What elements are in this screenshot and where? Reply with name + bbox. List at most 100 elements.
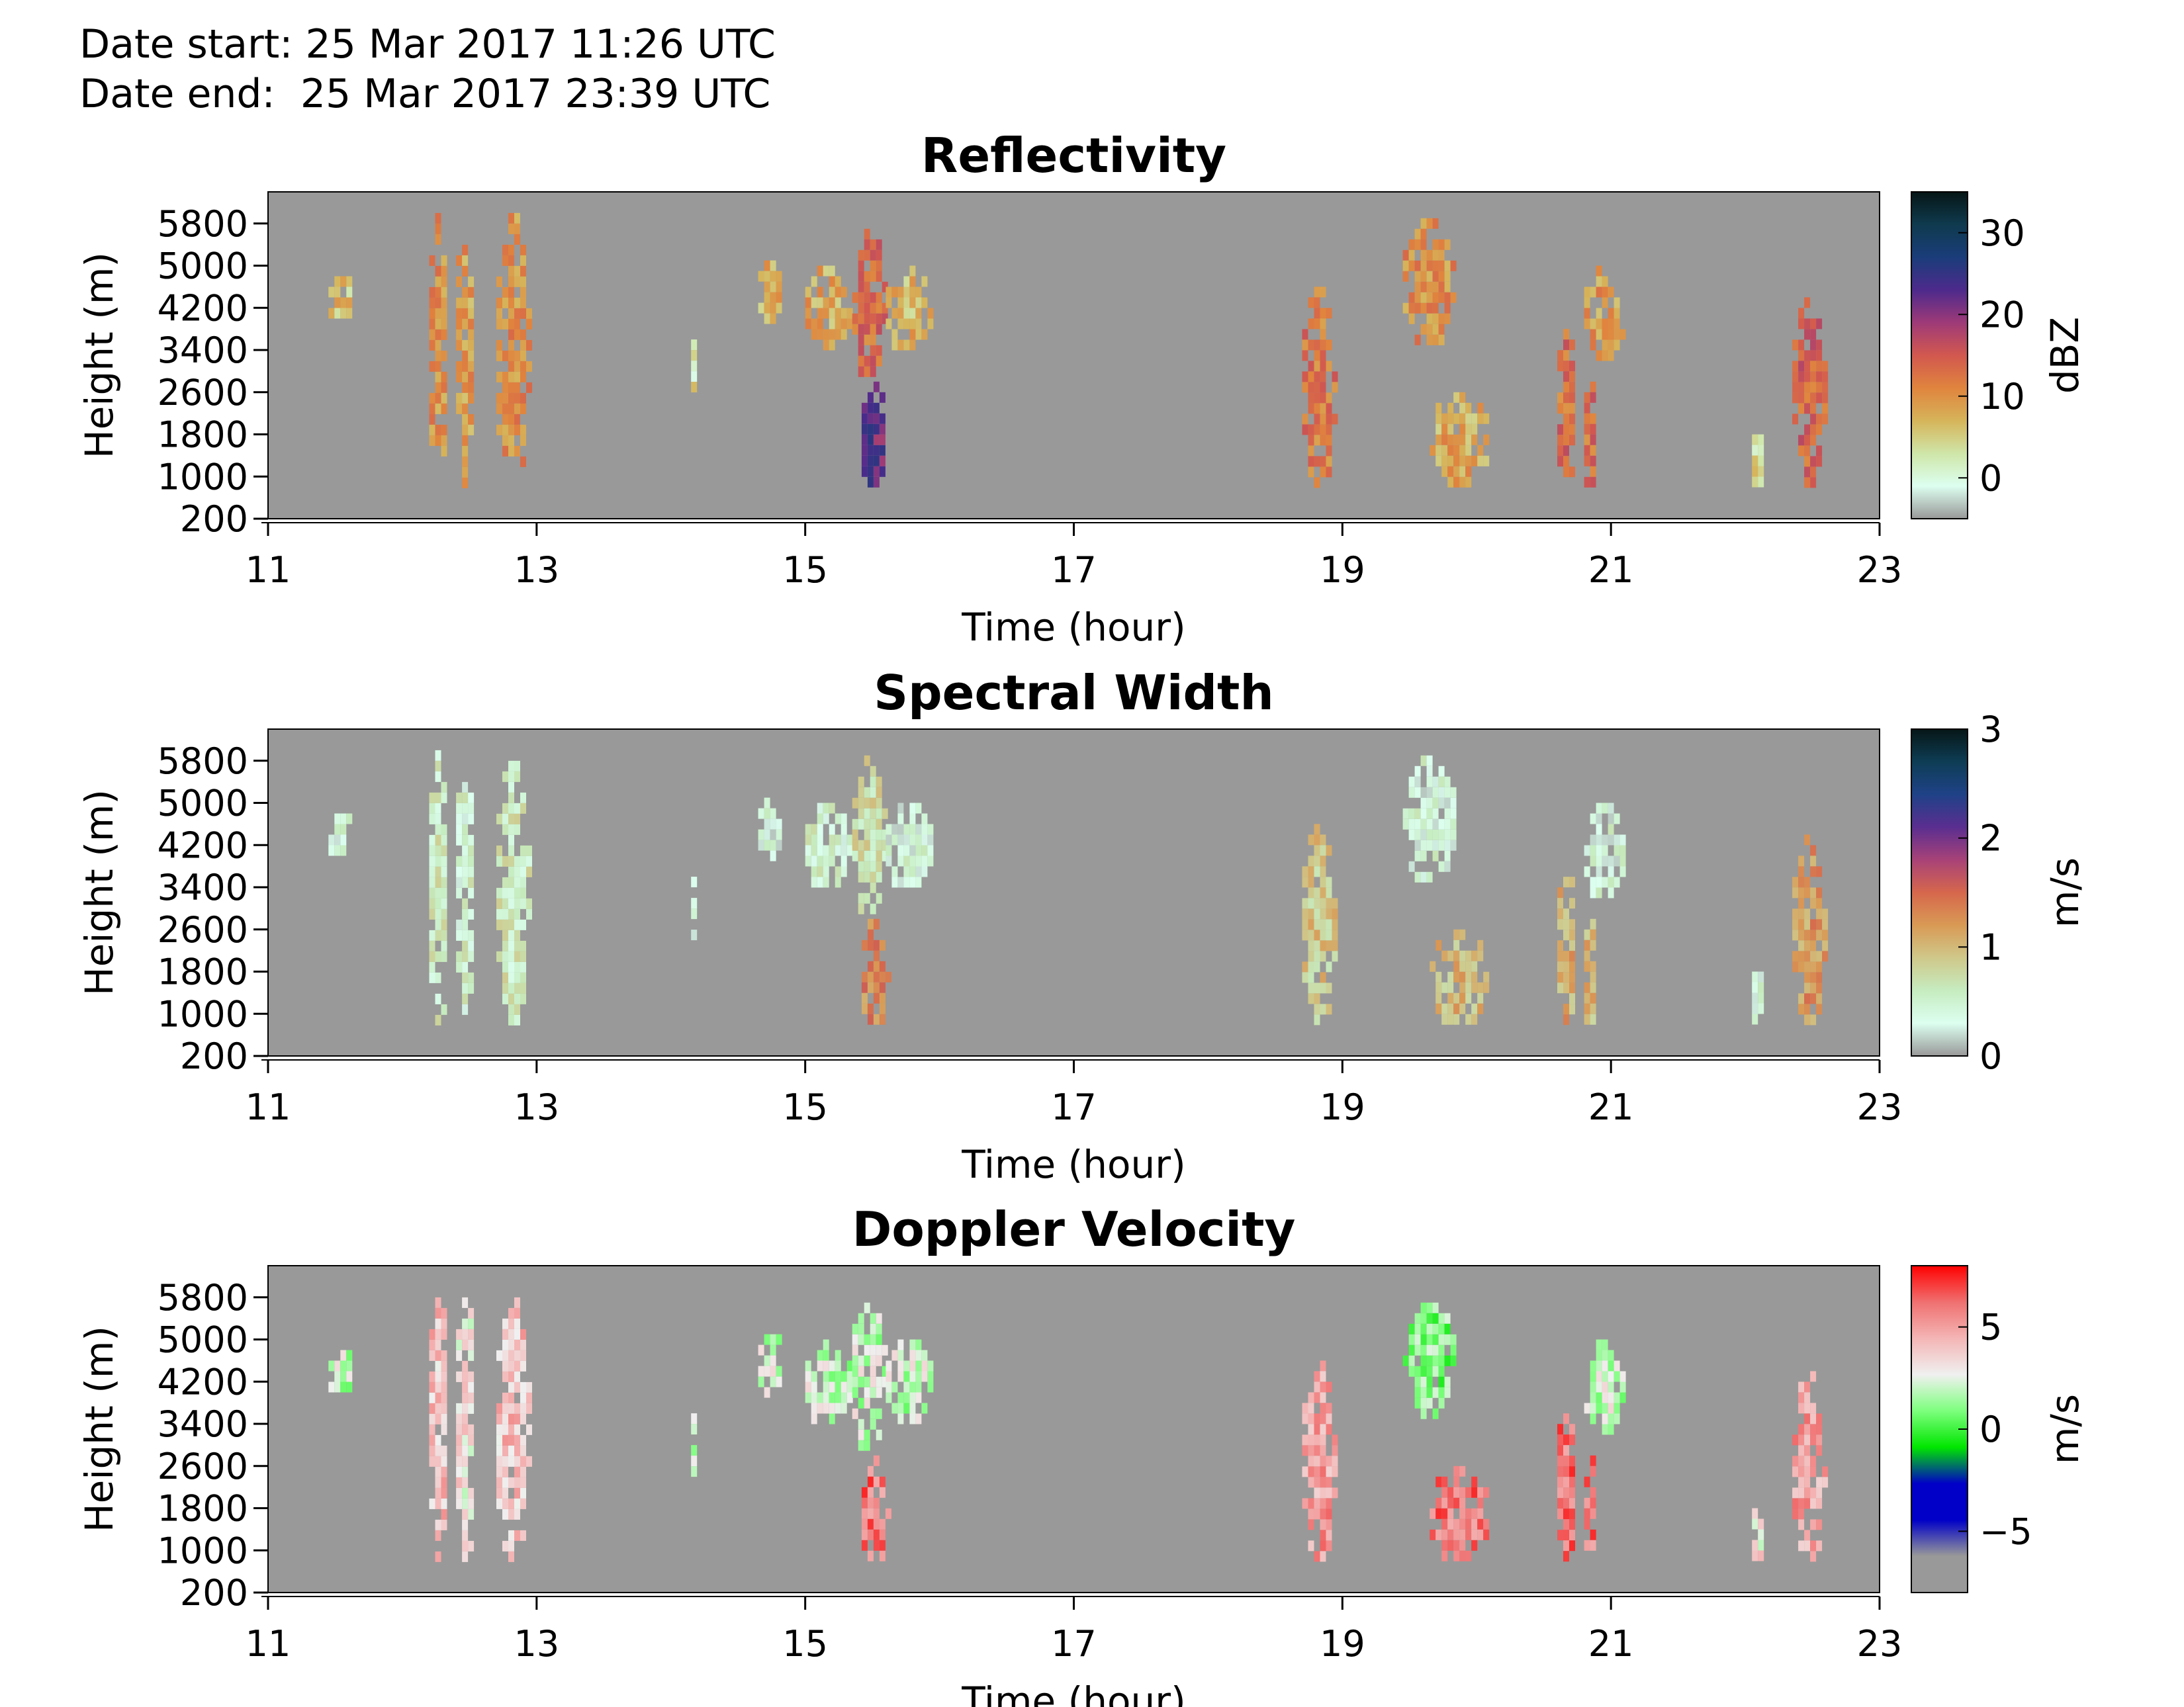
echo-cell	[897, 339, 904, 351]
y-tick-label: 200	[180, 1572, 248, 1614]
echo-cell	[1426, 787, 1433, 798]
echo-cell	[1332, 1434, 1338, 1446]
echo-cell	[435, 898, 441, 909]
echo-cell	[514, 371, 520, 382]
echo-cell	[1792, 1509, 1799, 1520]
echo-cell	[1326, 361, 1332, 372]
echo-cell	[817, 803, 823, 814]
colorbar-tick-label: −5	[1979, 1510, 2032, 1552]
plot-frame	[267, 191, 1880, 519]
echo-cell	[508, 286, 514, 298]
echo-cell	[1590, 1497, 1596, 1509]
echo-cell	[1608, 329, 1614, 340]
echo-cell	[841, 855, 847, 867]
echo-cell	[502, 803, 508, 814]
echo-cell	[1822, 403, 1829, 414]
echo-cell	[1602, 855, 1608, 867]
echo-cell	[1426, 1397, 1433, 1409]
echo-region	[1584, 803, 1626, 898]
echo-cell	[1569, 919, 1575, 930]
echo-cell	[1444, 260, 1451, 271]
echo-cell	[1804, 1381, 1811, 1393]
echo-cell	[1608, 1360, 1614, 1372]
echo-cell	[1810, 361, 1817, 372]
echo-cell	[514, 877, 520, 888]
echo-cell	[870, 1408, 876, 1419]
echo-cell	[870, 324, 876, 335]
echo-cell	[915, 1381, 922, 1393]
echo-cell	[1308, 855, 1314, 867]
echo-cell	[876, 355, 882, 367]
echo-cell	[1326, 1540, 1332, 1552]
echo-cell	[502, 424, 508, 435]
echo-cell	[1792, 361, 1799, 372]
echo-region	[1402, 1302, 1457, 1419]
echo-cell	[1302, 414, 1308, 425]
echo-cell	[882, 281, 888, 292]
echo-cell	[1314, 1456, 1320, 1467]
echo-cell	[1584, 476, 1590, 488]
echo-cell	[1557, 403, 1563, 414]
echo-cell	[1798, 350, 1805, 361]
echo-cell	[435, 1381, 441, 1393]
echo-cell	[435, 972, 441, 983]
echo-cell	[496, 276, 502, 287]
echo-cell	[1563, 1413, 1569, 1424]
echo-cell	[1414, 271, 1421, 282]
echo-region	[1302, 824, 1338, 1026]
echo-cell	[1408, 313, 1415, 324]
echo-cell	[1444, 1334, 1451, 1345]
echo-cell	[897, 877, 904, 888]
echo-cell	[1804, 1540, 1811, 1552]
echo-cell	[1798, 1498, 1805, 1509]
echo-cell	[1563, 382, 1569, 393]
echo-cell	[508, 1329, 514, 1340]
echo-cell	[873, 982, 880, 993]
echo-cell	[829, 803, 835, 814]
echo-cell	[514, 824, 520, 835]
echo-cell	[823, 339, 829, 351]
echo-cell	[858, 1376, 864, 1387]
echo-cell	[514, 1307, 520, 1319]
echo-cell	[468, 1487, 475, 1499]
echo-cell	[1453, 961, 1460, 972]
echo-cell	[867, 971, 874, 983]
echo-cell	[1320, 1004, 1326, 1015]
echo-cell	[1432, 334, 1439, 345]
echo-cell	[823, 1381, 829, 1393]
echo-region	[758, 1334, 782, 1398]
echo-cell	[1810, 845, 1817, 856]
echo-cell	[456, 824, 463, 835]
echo-cell	[496, 403, 502, 414]
echo-cell	[1557, 1477, 1563, 1488]
echo-cell	[1810, 350, 1817, 361]
echo-cell	[909, 1392, 916, 1403]
echo-cell	[1602, 339, 1608, 351]
echo-cell	[1471, 1003, 1478, 1014]
echo-cell	[468, 845, 475, 856]
echo-cell	[1302, 1403, 1308, 1414]
echo-cell	[927, 855, 934, 867]
echo-cell	[1590, 1508, 1596, 1519]
echo-cell	[462, 1381, 469, 1393]
echo-cell	[805, 834, 811, 846]
echo-cell	[879, 434, 886, 445]
echo-cell	[441, 424, 447, 435]
echo-cell	[1453, 1529, 1460, 1540]
echo-cell	[758, 1366, 764, 1377]
echo-cell	[520, 1487, 526, 1499]
echo-cell	[340, 813, 347, 824]
echo-cell	[1590, 1413, 1596, 1424]
echo-cell	[1758, 1518, 1764, 1530]
echo-cell	[462, 255, 469, 266]
echo-cell	[1426, 218, 1433, 229]
echo-cell	[334, 824, 341, 835]
echo-cell	[441, 1403, 447, 1414]
echo-cell	[441, 1307, 447, 1319]
echo-cell	[1584, 413, 1590, 424]
echo-cell	[1441, 1529, 1448, 1540]
y-axis-label: Height (m)	[77, 789, 122, 996]
echo-cell	[1563, 983, 1569, 994]
echo-cell	[1447, 1518, 1454, 1530]
echo-cell	[1596, 1350, 1602, 1361]
